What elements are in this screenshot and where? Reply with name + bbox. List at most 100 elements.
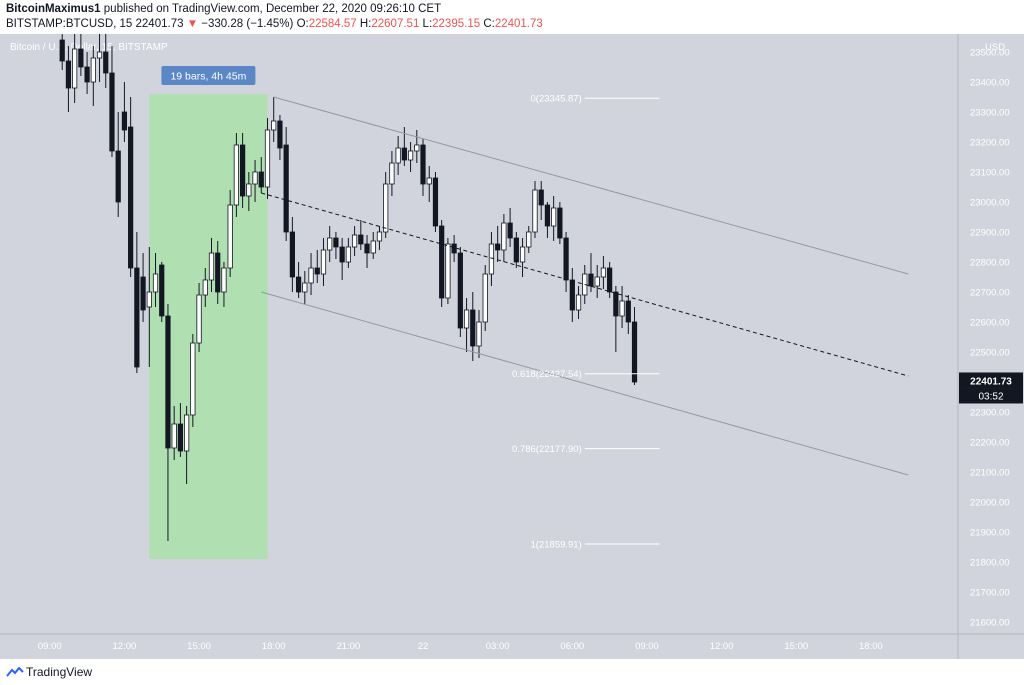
candlestick-chart[interactable]: Bitcoin / U.S. Dollar, 15, BITSTAMP USD … <box>0 22 1024 659</box>
price-tick-label: 22700.00 <box>970 288 1010 299</box>
last-price-box <box>959 372 1023 389</box>
candle-body <box>445 243 451 299</box>
candle-body <box>345 246 351 263</box>
candle-body <box>202 279 208 296</box>
candle-body <box>432 177 439 227</box>
candle-body <box>72 48 78 89</box>
candle-body <box>407 150 414 161</box>
candle-body <box>221 267 227 293</box>
candle-body <box>544 204 551 227</box>
price-tick-label: 22800.00 <box>970 258 1010 269</box>
candle-body <box>165 315 171 449</box>
candle-body <box>563 237 569 281</box>
down-arrow-icon: ▼ <box>186 18 199 30</box>
candle-body <box>358 234 364 245</box>
price-tick-label: 22200.00 <box>970 438 1010 449</box>
candle-body <box>575 294 582 311</box>
open-value: 22584.57 <box>308 18 357 30</box>
channel-lower-line <box>261 291 909 476</box>
candle-body <box>414 144 420 152</box>
time-tick-label: 21:00 <box>336 641 360 652</box>
candle-body <box>551 207 557 227</box>
candle-body <box>196 294 202 344</box>
price-tick-label: 21600.00 <box>970 618 1010 629</box>
candle-body <box>426 177 432 185</box>
candle-body <box>470 309 476 347</box>
candle-body <box>277 120 283 149</box>
price-tick-label: 22900.00 <box>970 228 1010 239</box>
time-tick-label: 03:00 <box>486 641 510 652</box>
price-tick-label: 23200.00 <box>970 138 1010 149</box>
price-axis[interactable] <box>958 34 1024 634</box>
candle-body <box>227 204 233 269</box>
candle-body <box>289 231 295 278</box>
publish-line: BitcoinMaximus1 published on TradingView… <box>6 3 441 15</box>
candle-body <box>152 273 159 293</box>
candle-body <box>90 57 96 83</box>
time-axis[interactable] <box>0 634 1024 659</box>
low-label: L: <box>422 18 433 30</box>
price-tick-label: 21800.00 <box>970 558 1010 569</box>
candle-body <box>351 234 358 248</box>
price-tick-label: 21900.00 <box>970 528 1010 539</box>
candle-body <box>383 183 389 233</box>
candle-body <box>557 207 563 239</box>
tradingview-logo-icon <box>6 667 24 677</box>
close-value: 22401.73 <box>494 18 543 30</box>
candle-body <box>569 279 575 311</box>
candle-body <box>395 147 401 164</box>
price-tick-label: 21700.00 <box>970 588 1010 599</box>
candle-body <box>84 66 90 83</box>
candle-body <box>121 111 128 131</box>
candle-body <box>171 423 177 449</box>
candle-body <box>159 264 165 317</box>
candle-body <box>258 171 264 188</box>
price-tick-label: 22100.00 <box>970 468 1010 479</box>
candle-body <box>140 276 146 311</box>
candle-body <box>184 414 190 452</box>
candle-body <box>588 273 594 287</box>
candle-body <box>482 273 488 323</box>
chart-area[interactable]: Bitcoin / U.S. Dollar, 15, BITSTAMP USD … <box>0 22 1024 659</box>
candle-body <box>239 144 246 197</box>
channel-upper-line <box>273 96 909 275</box>
time-tick-label: 22 <box>418 641 429 652</box>
candle-body <box>314 267 320 275</box>
countdown-box <box>959 388 1023 404</box>
price-tick-label: 23100.00 <box>970 168 1010 179</box>
candle-body <box>457 252 463 329</box>
fib-level-label: 1(21859.91) <box>531 540 582 551</box>
footer: TradingView <box>0 659 1024 685</box>
candle-body <box>451 243 457 254</box>
chart-header: BitcoinMaximus1 published on TradingView… <box>0 0 1024 34</box>
candle-body <box>252 171 258 185</box>
candle-body <box>78 48 84 68</box>
price-tick-label: 23300.00 <box>970 108 1010 119</box>
candle-body <box>463 309 470 329</box>
open-label: O: <box>296 18 309 30</box>
candle-body <box>295 276 302 293</box>
time-tick-label: 18:00 <box>262 641 286 652</box>
candle-body <box>625 300 631 323</box>
channel-layer <box>261 96 909 476</box>
time-tick-label: 09:00 <box>38 641 62 652</box>
time-tick-label: 12:00 <box>710 641 734 652</box>
last-price-label: 22401.73 <box>970 376 1012 387</box>
candle-body <box>439 225 445 299</box>
ohlc-line: BITSTAMP:BTCUSD, 15 22401.73 ▼ −330.28 (… <box>6 18 543 30</box>
candle-body <box>233 144 239 206</box>
candle-body <box>538 189 544 206</box>
currency-label: USD <box>985 42 1005 53</box>
candle-body <box>190 342 196 416</box>
candle-body <box>308 267 314 284</box>
brand-name[interactable]: TradingView <box>26 665 93 679</box>
candle-body <box>283 144 289 233</box>
low-value: 22395.15 <box>432 18 481 30</box>
countdown-label: 03:52 <box>978 391 1003 402</box>
author-name[interactable]: BitcoinMaximus1 <box>6 3 101 15</box>
chart-title: Bitcoin / U.S. Dollar, 15, BITSTAMP <box>10 42 168 53</box>
candle-body <box>607 267 613 293</box>
candle-body <box>507 222 513 239</box>
candle-body <box>246 183 252 197</box>
candle-body <box>208 252 215 281</box>
